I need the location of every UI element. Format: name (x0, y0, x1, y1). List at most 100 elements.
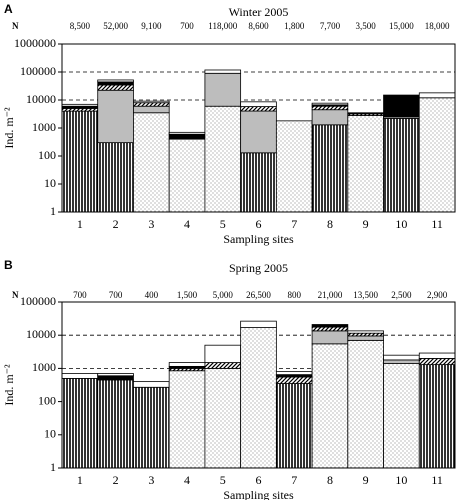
bar-segment (240, 327, 277, 469)
bar-segment (311, 124, 349, 213)
n-value: 1,800 (284, 21, 305, 31)
bar-segment (347, 335, 384, 341)
bar-segment (311, 109, 349, 126)
x-tick-label: 1 (77, 473, 83, 487)
x-tick-label: 11 (431, 473, 443, 487)
bar-segment (347, 339, 384, 469)
n-value: 9,100 (141, 21, 162, 31)
bar-segment (311, 102, 349, 106)
x-tick-label: 9 (363, 217, 369, 231)
y-tick-label: 10 (44, 427, 56, 441)
bar-segment (275, 383, 313, 469)
x-axis-label: Sampling sites (223, 232, 294, 246)
bar-segment (347, 115, 384, 213)
y-tick-label: 1000 (32, 120, 56, 134)
bar-segment (275, 120, 313, 213)
bar-segment (97, 81, 134, 86)
n-value: 800 (287, 290, 301, 300)
n-value: 18,000 (425, 21, 450, 31)
bar-segment (204, 344, 242, 363)
y-tick-label: 10 (44, 176, 56, 190)
n-value: 8,600 (248, 21, 269, 31)
n-value: 2,500 (391, 290, 412, 300)
chart-title: Spring 2005 (229, 261, 288, 275)
panel-label: B (4, 258, 13, 272)
bar-segment (311, 326, 349, 332)
bar-segment (97, 79, 134, 83)
bar-segment (383, 118, 420, 213)
x-tick-label: 1 (77, 217, 83, 231)
y-tick-label: 10000 (26, 92, 56, 106)
n-value: 21,000 (318, 290, 343, 300)
bar-segment (133, 381, 170, 388)
bar-segment (240, 110, 277, 154)
bar-segment (133, 102, 170, 107)
n-value: 7,700 (320, 21, 341, 31)
bar-segment (418, 92, 456, 99)
x-tick-label: 2 (113, 217, 119, 231)
bar-segment (204, 367, 242, 469)
bar-segment (168, 133, 206, 140)
bar-segment (275, 371, 313, 376)
n-value: 13,500 (353, 290, 378, 300)
x-tick-label: 7 (291, 473, 297, 487)
y-tick-label: 100 (38, 393, 56, 407)
x-tick-label: 9 (363, 473, 369, 487)
bar-segment (311, 343, 349, 469)
n-value: 700 (73, 290, 87, 300)
bar-segment (204, 105, 242, 213)
bar-segment (168, 131, 206, 135)
bar-segment (240, 152, 277, 213)
bar-segment (347, 332, 384, 337)
bar-segment (347, 112, 384, 115)
x-tick-label: 2 (113, 473, 119, 487)
x-tick-label: 11 (431, 217, 443, 231)
x-tick-label: 7 (291, 217, 297, 231)
bar-segment (240, 320, 277, 328)
bar-segment (133, 105, 170, 114)
bar-segment (133, 100, 170, 104)
bar-segment (168, 138, 206, 213)
n-value: 15,000 (389, 21, 414, 31)
x-tick-label: 10 (395, 473, 407, 487)
bar-segment (97, 379, 134, 469)
bar-segment (133, 386, 170, 469)
bar-segment (61, 108, 99, 112)
y-tick-label: 100000 (20, 294, 56, 308)
n-value: 52,000 (103, 21, 128, 31)
x-tick-label: 8 (327, 217, 333, 231)
bar-segment (168, 362, 206, 367)
bar-segment (383, 359, 420, 364)
x-axis-label: Sampling sites (223, 488, 294, 500)
bar-segment (311, 105, 349, 111)
n-value: 5,000 (213, 290, 234, 300)
x-tick-label: 4 (184, 217, 190, 231)
y-tick-label: 1000 (32, 360, 56, 374)
bar-segment (347, 330, 384, 334)
n-value: 1,500 (177, 290, 198, 300)
chart-title: Winter 2005 (229, 5, 289, 19)
n-label: N (12, 21, 19, 31)
n-value: 118,000 (208, 21, 237, 31)
y-axis-label: Ind. m⁻² (2, 364, 16, 406)
n-value: 26,500 (246, 290, 271, 300)
y-tick-label: 1 (50, 204, 56, 218)
bar-segment (97, 375, 134, 381)
x-tick-label: 5 (220, 217, 226, 231)
n-value: 2,900 (427, 290, 448, 300)
n-value: 8,500 (70, 21, 91, 31)
bar-segment (275, 376, 313, 384)
bar-segment (97, 142, 134, 213)
bar-segment (61, 377, 99, 469)
bar-segment (204, 362, 242, 369)
bar-segment (418, 364, 456, 469)
bar-segment (61, 373, 99, 379)
n-value: 400 (145, 290, 159, 300)
bar-segment (240, 101, 277, 107)
x-tick-label: 6 (256, 473, 262, 487)
n-value: 3,500 (356, 21, 377, 31)
bar-segment (311, 330, 349, 345)
y-tick-label: 1 (50, 460, 56, 474)
bar-segment (97, 373, 134, 377)
